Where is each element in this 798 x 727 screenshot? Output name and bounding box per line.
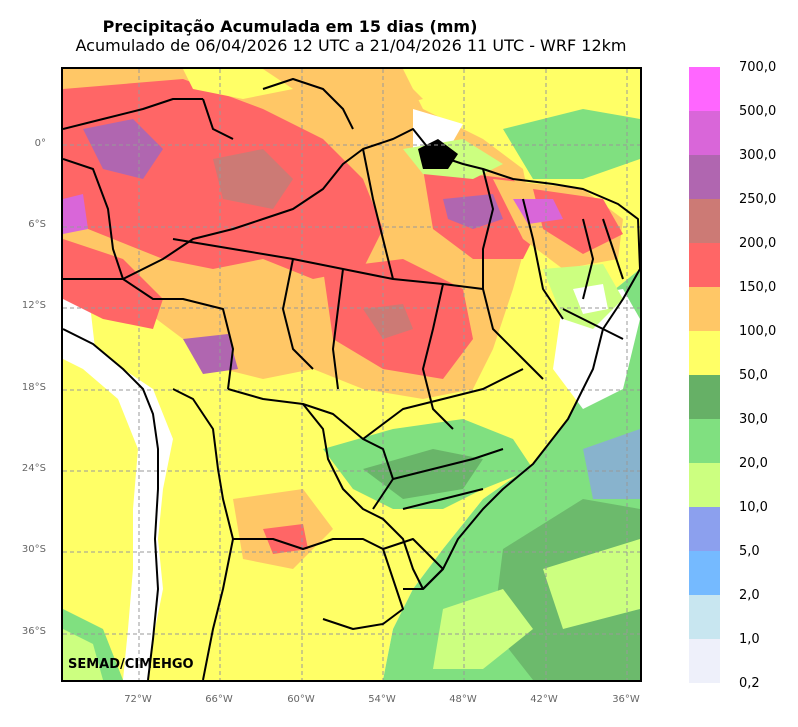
legend-label-150: 150,0 bbox=[739, 280, 777, 295]
swatch-200 bbox=[689, 243, 720, 287]
swatch-300 bbox=[689, 155, 720, 199]
swatch-700 bbox=[689, 67, 720, 111]
swatch-10 bbox=[689, 507, 720, 551]
swatch-100 bbox=[689, 331, 720, 375]
lat-label-6s: 6°S bbox=[28, 219, 46, 230]
lat-label-12s: 12°S bbox=[21, 300, 46, 311]
lat-label-24s: 24°S bbox=[21, 463, 46, 474]
legend-label-300: 300,0 bbox=[739, 148, 777, 163]
swatch-2 bbox=[689, 595, 720, 639]
legend-label-250: 250,0 bbox=[739, 192, 777, 207]
legend-label-20: 20,0 bbox=[739, 456, 768, 471]
lon-label-42w: 42°W bbox=[530, 694, 558, 705]
swatch-20 bbox=[689, 463, 720, 507]
legend-label-0-2: 0,2 bbox=[739, 676, 760, 691]
swatch-1 bbox=[689, 639, 720, 683]
map-canvas bbox=[63, 69, 640, 680]
legend-label-30: 30,0 bbox=[739, 412, 768, 427]
swatch-50 bbox=[689, 375, 720, 419]
swatch-150 bbox=[689, 287, 720, 331]
legend-label-700: 700,0 bbox=[739, 60, 777, 75]
legend-label-200: 200,0 bbox=[739, 236, 777, 251]
legend-label-50: 50,0 bbox=[739, 368, 768, 383]
map-subtitle: Acumulado de 06/04/2026 12 UTC a 21/04/2… bbox=[75, 36, 627, 55]
legend-label-500: 500,0 bbox=[739, 104, 777, 119]
map-title: Precipitação Acumulada em 15 dias (mm) bbox=[102, 17, 478, 36]
lat-label-36s: 36°S bbox=[21, 626, 46, 637]
lat-label-18s: 18°S bbox=[21, 382, 46, 393]
legend-label-1: 1,0 bbox=[739, 632, 760, 647]
legend-label-5: 5,0 bbox=[739, 544, 760, 559]
precipitation-map: SEMAD/CIMEHGO bbox=[61, 67, 642, 682]
swatch-250 bbox=[689, 199, 720, 243]
lat-label-30s: 30°S bbox=[21, 544, 46, 555]
swatch-5 bbox=[689, 551, 720, 595]
lat-label-0: 0° bbox=[34, 138, 46, 149]
legend-label-2: 2,0 bbox=[739, 588, 760, 603]
legend-label-100: 100,0 bbox=[739, 324, 777, 339]
lon-label-66w: 66°W bbox=[205, 694, 233, 705]
lon-label-72w: 72°W bbox=[124, 694, 152, 705]
lon-label-48w: 48°W bbox=[449, 694, 477, 705]
credit-label: SEMAD/CIMEHGO bbox=[68, 657, 194, 672]
lon-label-36w: 36°W bbox=[612, 694, 640, 705]
lon-label-60w: 60°W bbox=[287, 694, 315, 705]
lon-label-54w: 54°W bbox=[368, 694, 396, 705]
legend-label-10: 10,0 bbox=[739, 500, 768, 515]
swatch-500 bbox=[689, 111, 720, 155]
swatch-30 bbox=[689, 419, 720, 463]
